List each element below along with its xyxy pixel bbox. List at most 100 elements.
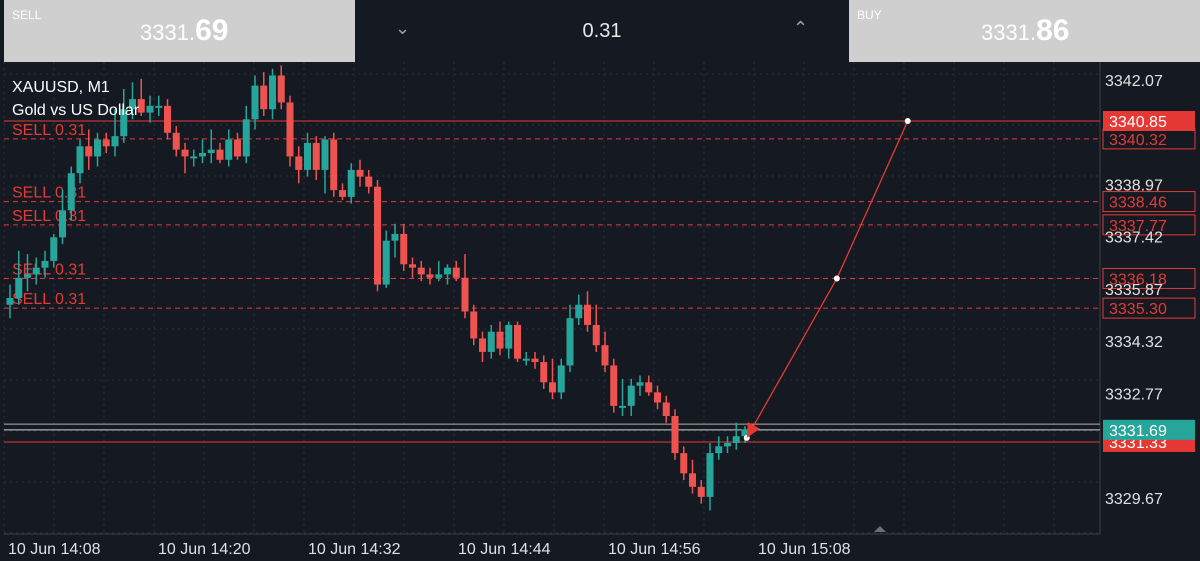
candle-body <box>514 324 521 359</box>
candle-body <box>76 146 84 174</box>
candle-body <box>32 267 40 275</box>
candle-body <box>540 362 548 383</box>
candle-body <box>365 176 373 187</box>
volume-increase-chevron-up-icon[interactable]: ⌃ <box>793 18 809 38</box>
candle-body <box>6 298 14 305</box>
candle-body <box>59 210 66 238</box>
trend-point <box>904 118 911 124</box>
candle-body <box>461 277 469 312</box>
candle-body <box>549 382 556 393</box>
candle-body <box>662 402 670 416</box>
sell-button[interactable]: SELL 3331.69 <box>4 0 355 62</box>
candle-body <box>234 139 241 157</box>
level-price-label: 3340.85 <box>1109 114 1167 131</box>
candle-body <box>111 136 119 147</box>
candle-body <box>304 142 311 170</box>
candle-body <box>102 139 110 147</box>
volume-decrease-chevron-down-icon[interactable]: ⌄ <box>395 18 411 38</box>
time-tick-label: 10 Jun 14:44 <box>458 541 551 558</box>
candle-body <box>225 139 233 160</box>
candle-body <box>120 109 128 137</box>
sell-order-label: SELL 0.31 <box>12 291 86 308</box>
candle-body <box>155 105 163 108</box>
candle-body <box>85 146 93 157</box>
candle-body <box>741 429 749 437</box>
candle-body <box>505 324 513 349</box>
candle-body <box>164 105 171 133</box>
candle-body <box>339 190 346 197</box>
trade-bar: SELL 3331.69 ⌄ 0.31 ⌃ BUY 3331.86 <box>0 0 1200 62</box>
candle-body <box>181 149 189 157</box>
buy-price: 3331.86 <box>981 14 1070 47</box>
candle-body <box>706 453 714 497</box>
candle-body <box>347 169 355 197</box>
candle-body <box>697 486 705 497</box>
price-axis: 3342.07 3338.97 3337.42 3335.87 3334.32 3332.… <box>1105 73 1163 508</box>
time-tick-label: 10 Jun 14:20 <box>158 541 251 558</box>
trend-line <box>743 118 911 532</box>
chart-description: Gold vs US Dollar <box>12 102 140 119</box>
candle-body <box>374 186 381 285</box>
order-price-label: 3335.30 <box>1109 301 1167 318</box>
volume-control: ⌄ 0.31 ⌃ <box>357 0 847 62</box>
order-price-label: 3336.18 <box>1109 271 1167 288</box>
candle-body <box>470 311 478 339</box>
candle-body <box>487 331 495 352</box>
candle-body <box>286 102 294 157</box>
candle-body <box>356 169 364 177</box>
price-tick-label: 3342.07 <box>1105 73 1163 90</box>
sell-label: SELL <box>12 8 42 22</box>
candle-body <box>199 153 206 157</box>
candle-body <box>522 358 530 361</box>
candle-body <box>216 149 224 160</box>
sell-order-label: SELL 0.31 <box>12 122 86 139</box>
sell-price: 3331.69 <box>140 14 229 47</box>
candle-body <box>479 338 486 352</box>
buy-label: BUY <box>857 8 882 22</box>
candle-body <box>129 99 136 110</box>
candle-body <box>557 365 565 393</box>
candle-body <box>636 382 644 386</box>
candle-body <box>619 405 626 408</box>
candle-body <box>295 156 303 170</box>
candle-body <box>531 358 539 363</box>
candle-body <box>94 139 101 157</box>
chart-grid <box>3 62 1101 535</box>
price-tick-label: 3338.97 <box>1105 177 1163 194</box>
order-price-label: 3337.77 <box>1109 218 1167 235</box>
candle-body <box>435 274 443 278</box>
candle-body <box>190 156 198 159</box>
candle-body <box>452 267 460 278</box>
scroll-marker-icon <box>874 526 886 532</box>
candle-body <box>321 139 329 170</box>
candle-body <box>724 442 731 447</box>
order-price-tag <box>1102 297 1196 319</box>
candlestick-series <box>6 65 749 511</box>
candle-body <box>417 267 425 275</box>
candle-body <box>732 436 740 443</box>
candle-body <box>496 331 504 349</box>
candle-body <box>172 132 180 150</box>
candle-body <box>50 237 58 261</box>
candle-body <box>15 277 23 298</box>
time-axis: 10 Jun 14:08 10 Jun 14:20 10 Jun 14:32 10 J… <box>8 541 851 558</box>
order-price-tag <box>1102 191 1196 213</box>
time-tick-label: 10 Jun 14:08 <box>8 541 101 558</box>
candle-body <box>627 385 635 406</box>
order-price-tag <box>1102 267 1196 289</box>
candle-body <box>680 453 688 474</box>
time-tick-label: 10 Jun 14:32 <box>308 541 401 558</box>
buy-button[interactable]: BUY 3331.86 <box>849 0 1200 62</box>
time-tick-label: 10 Jun 14:56 <box>608 541 701 558</box>
trend-polyline <box>746 120 909 439</box>
price-tick-label: 3334.32 <box>1105 334 1163 351</box>
candle-body <box>146 105 154 113</box>
price-chart[interactable]: SELL 0.31 3340.32 SELL 0.31 3338.46 SELL 0.3… <box>0 62 1200 561</box>
volume-value[interactable]: 0.31 <box>582 20 622 42</box>
candle-body <box>400 233 408 265</box>
candle-body <box>24 274 31 278</box>
level-price-tag <box>1103 111 1195 131</box>
candle-body <box>409 264 416 268</box>
candle-body <box>715 446 723 454</box>
order-price-label: 3338.46 <box>1109 195 1167 212</box>
